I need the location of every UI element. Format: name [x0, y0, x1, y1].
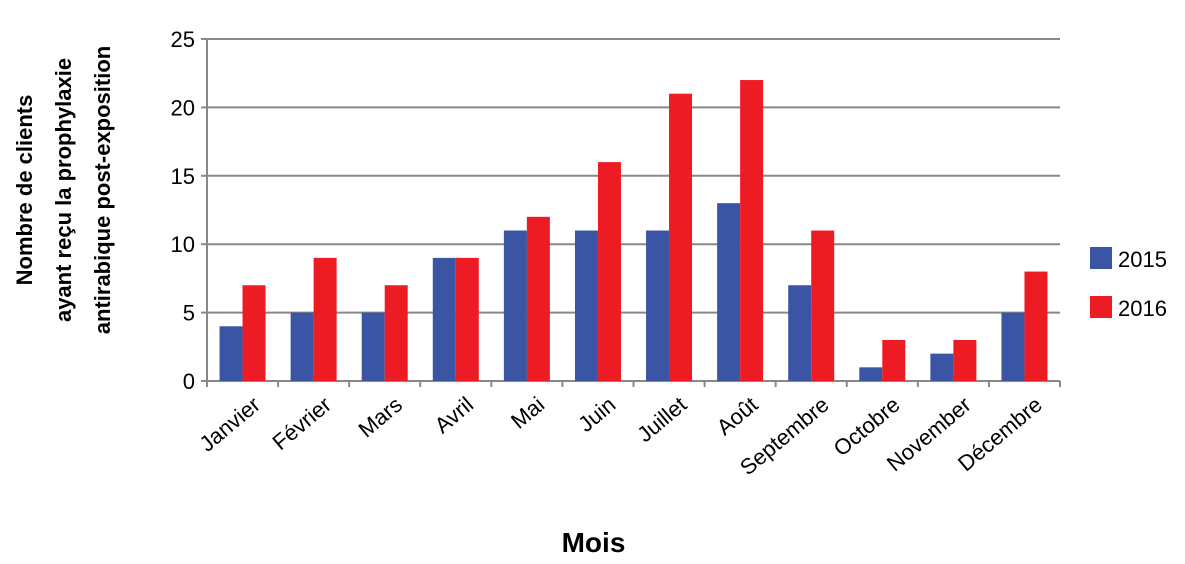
x-tick-label: Janvier — [194, 392, 264, 457]
bar — [953, 339, 977, 381]
legend-label: 2016 — [1118, 296, 1167, 321]
bar — [811, 230, 835, 381]
y-axis-title: antirabique post-exposition — [90, 46, 115, 334]
y-tick-label: 25 — [171, 27, 195, 52]
legend-label: 2015 — [1118, 247, 1167, 272]
bar — [597, 162, 621, 381]
bar — [1001, 312, 1025, 381]
bar — [313, 257, 337, 381]
y-tick-label: 5 — [183, 301, 195, 326]
x-tick-label: Mars — [354, 392, 408, 443]
legend-swatch — [1090, 296, 1112, 318]
bar — [503, 230, 527, 381]
x-tick-label: Juillet — [632, 392, 691, 447]
bar — [717, 203, 741, 381]
legend-swatch — [1090, 247, 1112, 269]
bar — [242, 285, 266, 381]
bar — [384, 285, 408, 381]
x-tick-label: Février — [267, 392, 336, 455]
bar — [219, 326, 243, 381]
y-tick-label: 0 — [183, 369, 195, 394]
bar — [526, 216, 550, 381]
x-axis-title: Mois — [562, 527, 626, 558]
bar — [290, 312, 314, 381]
bar — [882, 339, 906, 381]
y-axis-title: Nombre de clients — [12, 95, 37, 286]
x-tick-label: Avril — [430, 392, 479, 438]
bar — [455, 257, 479, 381]
y-axis-title: ayant reçu la prophylaxie — [51, 58, 76, 322]
bar — [432, 257, 456, 381]
bar — [361, 312, 385, 381]
y-tick-label: 20 — [171, 95, 195, 120]
bar — [646, 230, 670, 381]
bar — [740, 80, 764, 381]
bar — [788, 285, 812, 381]
x-tick-label: Mai — [506, 392, 549, 434]
bar — [930, 353, 954, 381]
bar — [1024, 271, 1048, 381]
x-tick-label: Juin — [573, 392, 620, 437]
y-tick-label: 15 — [171, 164, 195, 189]
bar — [574, 230, 598, 381]
x-tick-label: Août — [712, 392, 763, 440]
bar — [859, 367, 883, 381]
bar — [669, 93, 693, 381]
y-tick-label: 10 — [171, 232, 195, 257]
